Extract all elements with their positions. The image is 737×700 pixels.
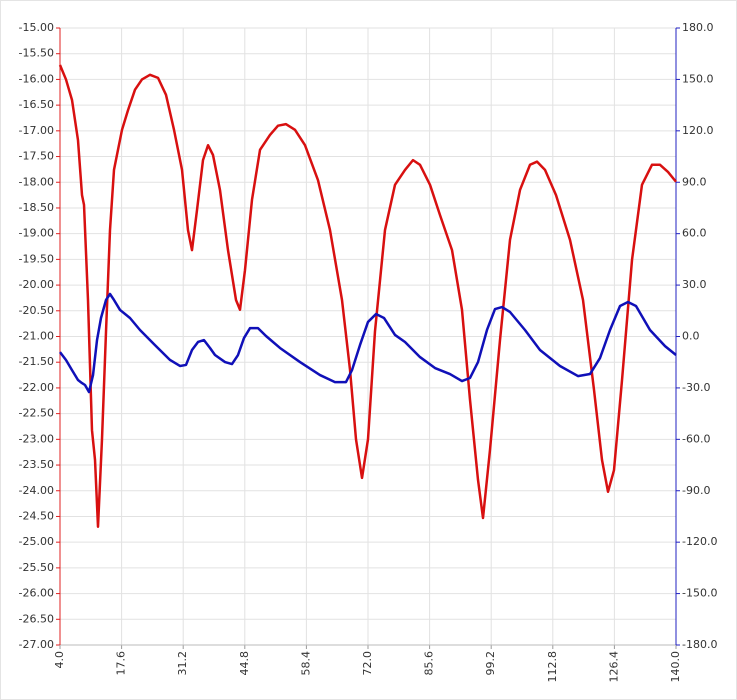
y2-tick-label: 0.0 — [682, 330, 700, 343]
y-tick-label: -15.50 — [19, 47, 54, 60]
y-tick-label: -22.50 — [19, 407, 54, 420]
x-tick-label: 17.6 — [115, 651, 128, 676]
y-tick-label: -26.50 — [19, 612, 54, 625]
y2-tick-label: 150.0 — [682, 72, 714, 85]
y2-tick-label: -60.0 — [682, 432, 710, 445]
x-tick-label: 140.0 — [669, 651, 682, 683]
y-tick-label: -24.50 — [19, 509, 54, 522]
x-tick-label: 72.0 — [361, 651, 374, 676]
y-tick-label: -17.00 — [19, 124, 54, 137]
y-tick-label: -26.00 — [19, 587, 54, 600]
y-tick-label: -21.50 — [19, 355, 54, 368]
y-tick-label: -27.00 — [19, 638, 54, 651]
y-tick-label: -20.50 — [19, 304, 54, 317]
x-tick-label: 99.2 — [484, 651, 497, 676]
y-tick-label: -18.00 — [19, 175, 54, 188]
x-tick-label: 4.0 — [53, 651, 66, 669]
series-line — [58, 64, 677, 528]
y-tick-label: -23.00 — [19, 432, 54, 445]
y-tick-label: -21.00 — [19, 330, 54, 343]
x-tick-label: 31.2 — [176, 651, 189, 676]
y-tick-label: -23.50 — [19, 458, 54, 471]
y2-tick-label: 120.0 — [682, 124, 714, 137]
y2-tick-label: 60.0 — [682, 227, 707, 240]
y-tick-label: -18.50 — [19, 201, 54, 214]
y2-tick-label: -90.0 — [682, 484, 710, 497]
y-tick-label: -15.00 — [19, 21, 54, 34]
y-tick-label: -17.50 — [19, 150, 54, 163]
y2-tick-label: 180.0 — [682, 21, 714, 34]
y-tick-label: -20.00 — [19, 278, 54, 291]
y2-tick-label: 90.0 — [682, 175, 707, 188]
x-tick-label: 112.8 — [546, 651, 559, 683]
y-tick-label: -24.00 — [19, 484, 54, 497]
y2-tick-label: -150.0 — [682, 587, 717, 600]
x-tick-label: 44.8 — [238, 651, 251, 676]
y-tick-label: -16.00 — [19, 72, 54, 85]
y-tick-label: -19.00 — [19, 227, 54, 240]
y-tick-label: -25.50 — [19, 561, 54, 574]
y2-tick-label: -120.0 — [682, 535, 717, 548]
y-tick-label: -25.00 — [19, 535, 54, 548]
y-tick-label: -16.50 — [19, 98, 54, 111]
x-tick-label: 85.6 — [423, 651, 436, 676]
series-line — [59, 292, 677, 394]
y2-tick-label: -30.0 — [682, 381, 710, 394]
x-tick-label: 126.4 — [607, 651, 620, 683]
y2-tick-label: 30.0 — [682, 278, 707, 291]
y2-tick-label: -180.0 — [682, 638, 717, 651]
x-tick-label: 58.4 — [299, 651, 312, 676]
y-tick-label: -22.00 — [19, 381, 54, 394]
y-tick-label: -19.50 — [19, 252, 54, 265]
